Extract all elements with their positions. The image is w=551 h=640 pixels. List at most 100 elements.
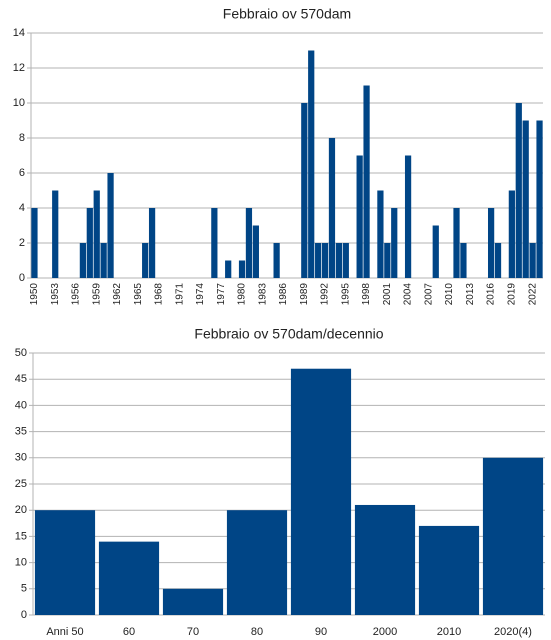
y-tick-label: 25	[15, 478, 27, 490]
x-tick-label: 1974	[195, 283, 206, 306]
x-tick-label: 2020(4)	[494, 626, 532, 638]
y-tick-label: 50	[15, 347, 27, 359]
y-tick-label: 2	[19, 237, 25, 249]
x-tick-label: 1956	[71, 283, 82, 306]
bar	[142, 243, 149, 278]
x-tick-label: 1980	[237, 283, 248, 306]
bar	[384, 243, 391, 278]
x-tick-label: 1992	[320, 283, 331, 306]
bar	[356, 155, 363, 278]
y-tick-label: 30	[15, 452, 27, 464]
bar	[335, 243, 343, 278]
bar	[148, 208, 156, 278]
x-tick-label: 1965	[133, 283, 144, 306]
bar	[515, 103, 522, 278]
x-tick-label: Anni 50	[46, 626, 83, 638]
x-tick-label: 2001	[382, 283, 393, 306]
x-tick-label: 90	[315, 626, 327, 638]
bar	[418, 525, 480, 615]
y-tick-label: 6	[19, 167, 25, 179]
chart-title: Febbraio ov 570dam	[223, 6, 351, 22]
x-tick-label: 1962	[112, 283, 123, 306]
y-tick-label: 14	[13, 27, 25, 39]
x-tick-label: 1959	[91, 283, 102, 306]
bar	[487, 208, 495, 278]
bar	[31, 208, 38, 278]
bar	[273, 243, 280, 278]
bar	[98, 541, 160, 615]
bar	[354, 504, 416, 615]
bar	[522, 120, 529, 278]
x-tick-label: 2013	[465, 283, 476, 306]
x-tick-label: 60	[123, 626, 135, 638]
y-tick-label: 10	[15, 557, 27, 569]
chart-title: Febbraio ov 570dam/decennio	[194, 326, 383, 342]
x-tick-label: 1977	[216, 283, 227, 306]
bar	[301, 103, 308, 278]
x-tick-label: 2016	[486, 283, 497, 306]
y-tick-label: 0	[19, 272, 25, 284]
bar	[52, 190, 59, 278]
y-tick-label: 10	[13, 97, 25, 109]
x-tick-label: 2010	[444, 283, 455, 306]
y-tick-label: 20	[15, 504, 27, 516]
bar	[308, 50, 315, 278]
x-tick-label: 70	[187, 626, 199, 638]
bar	[93, 190, 100, 278]
bar	[290, 368, 352, 615]
x-tick-label: 2004	[403, 283, 414, 306]
x-tick-label: 2019	[507, 283, 518, 306]
y-tick-label: 0	[21, 609, 27, 621]
bar	[508, 190, 515, 278]
bar	[377, 190, 384, 278]
bar	[342, 243, 349, 278]
bar	[494, 243, 502, 278]
bar	[404, 155, 412, 278]
x-tick-label: 2022	[527, 283, 538, 306]
bar	[363, 85, 370, 278]
bar	[252, 225, 259, 278]
x-tick-label: 1950	[29, 283, 40, 306]
y-tick-label: 40	[15, 399, 27, 411]
x-tick-label: 1995	[340, 283, 351, 306]
bar	[226, 510, 288, 615]
y-tick-label: 35	[15, 426, 27, 438]
x-tick-label: 1953	[50, 283, 61, 306]
bar	[315, 243, 322, 278]
bar	[86, 208, 93, 278]
x-tick-label: 1971	[174, 283, 185, 306]
y-tick-label: 45	[15, 373, 27, 385]
x-tick-label: 1986	[278, 283, 289, 306]
y-tick-label: 15	[15, 530, 27, 542]
bar	[225, 260, 232, 278]
bar	[107, 173, 114, 278]
bar	[432, 225, 439, 278]
x-tick-label: 80	[251, 626, 263, 638]
y-tick-label: 8	[19, 132, 25, 144]
bar	[245, 208, 253, 278]
x-tick-label: 1998	[361, 283, 372, 306]
bar	[328, 138, 336, 278]
bar	[453, 208, 460, 278]
bar	[321, 243, 329, 278]
bar	[79, 243, 87, 278]
bar	[536, 120, 543, 278]
bar	[238, 260, 246, 278]
bar	[482, 457, 544, 615]
bar	[162, 588, 224, 615]
bar	[460, 243, 467, 278]
x-tick-label: 1989	[299, 283, 310, 306]
bar	[529, 243, 536, 278]
y-tick-label: 12	[13, 62, 25, 74]
x-tick-label: 1968	[154, 283, 165, 306]
x-tick-label: 2010	[437, 626, 461, 638]
bar	[100, 243, 107, 278]
x-tick-label: 2000	[373, 626, 397, 638]
bar	[211, 208, 218, 278]
y-tick-label: 4	[19, 202, 25, 214]
y-tick-label: 5	[21, 583, 27, 595]
x-tick-label: 2007	[423, 283, 434, 306]
bar	[391, 208, 398, 278]
x-tick-label: 1983	[257, 283, 268, 306]
